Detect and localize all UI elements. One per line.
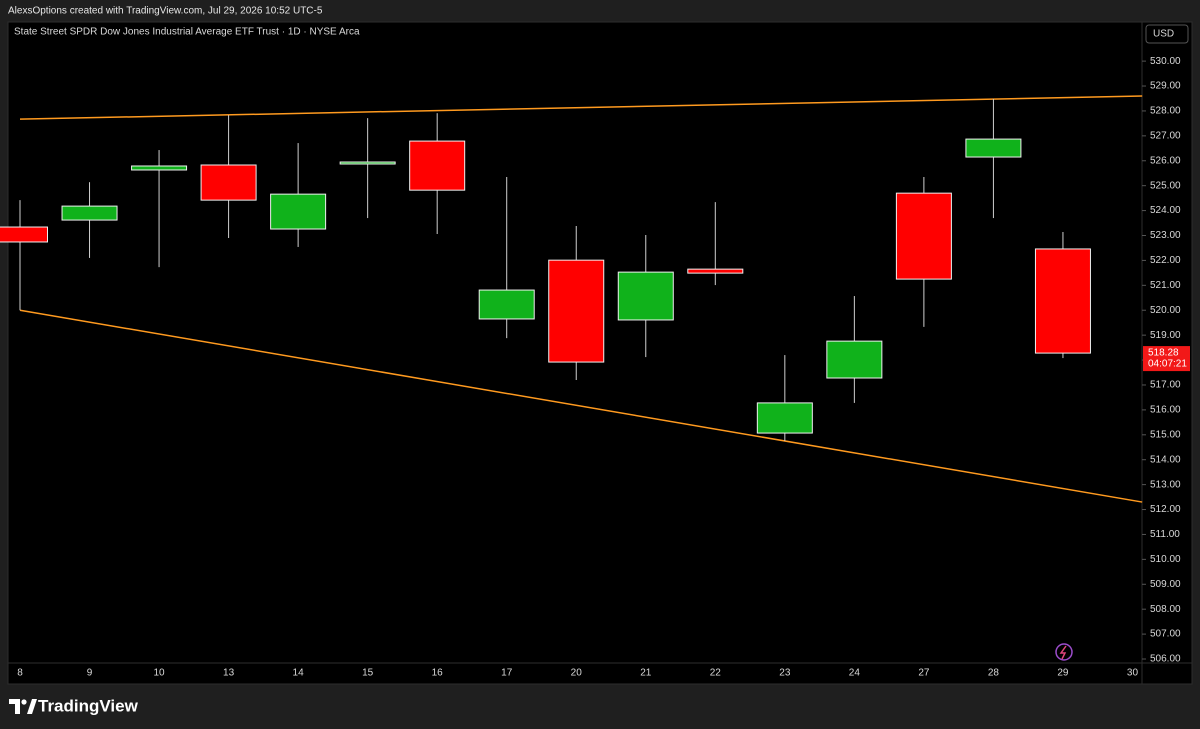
x-tick-label: 20 <box>571 668 583 679</box>
x-tick-label: 13 <box>223 668 235 679</box>
y-tick-label: 511.00 <box>1150 529 1180 540</box>
candle-body <box>270 193 327 230</box>
x-tick-label: 17 <box>501 668 513 679</box>
x-tick-label: 28 <box>988 668 1000 679</box>
y-tick-label: 514.00 <box>1150 454 1181 465</box>
x-tick-label: 24 <box>849 668 861 679</box>
y-tick-label: 526.00 <box>1150 155 1181 166</box>
candle-body <box>965 138 1022 158</box>
y-tick-label: 519.00 <box>1150 330 1181 341</box>
y-tick-label: 521.00 <box>1150 280 1181 291</box>
x-tick-label: 15 <box>362 668 374 679</box>
tv-logo <box>9 699 37 714</box>
x-tick-label: 30 <box>1127 668 1139 679</box>
y-tick-label: 522.00 <box>1150 255 1181 266</box>
candle-body <box>548 259 605 363</box>
logo-v <box>27 699 37 714</box>
candle-body <box>756 402 813 434</box>
chart-title: State Street SPDR Dow Jones Industrial A… <box>14 27 360 38</box>
candle-body <box>0 226 48 243</box>
candle-body <box>478 289 535 320</box>
candle-body <box>687 268 744 274</box>
last-price: 518.28 <box>1148 348 1179 359</box>
x-tick-label: 14 <box>293 668 305 679</box>
header-text: AlexsOptions created with TradingView.co… <box>8 6 323 17</box>
x-tick-label: 8 <box>17 668 23 679</box>
y-tick-label: 510.00 <box>1150 554 1181 565</box>
x-tick-label: 29 <box>1057 668 1069 679</box>
last-price-box <box>1143 346 1190 372</box>
y-tick-label: 527.00 <box>1150 130 1181 141</box>
y-tick-label: 506.00 <box>1150 654 1181 665</box>
y-tick-label: 528.00 <box>1150 106 1181 117</box>
y-tick-label: 512.00 <box>1150 504 1181 515</box>
candle-body <box>339 161 396 165</box>
candle-body <box>409 140 466 191</box>
x-tick-label: 21 <box>640 668 652 679</box>
y-tick-label: 507.00 <box>1150 629 1181 640</box>
candle-body <box>61 205 118 221</box>
x-tick-label: 16 <box>432 668 444 679</box>
y-tick-label: 525.00 <box>1150 180 1181 191</box>
y-tick-label: 520.00 <box>1150 305 1181 316</box>
trendline <box>19 309 1143 503</box>
y-tick-label: 523.00 <box>1150 230 1181 241</box>
footer-brand: TradingView <box>38 696 139 715</box>
candle-body <box>200 164 257 201</box>
logo-dot <box>21 699 27 705</box>
logo-t <box>9 699 20 714</box>
y-tick-label: 508.00 <box>1150 604 1181 615</box>
candle-body <box>895 192 952 280</box>
alert-bolt <box>1059 645 1067 660</box>
candle-body <box>826 340 883 379</box>
y-tick-label: 524.00 <box>1150 205 1181 216</box>
x-tick-label: 9 <box>87 668 93 679</box>
y-tick-label: 530.00 <box>1150 56 1181 67</box>
countdown: 04:07:21 <box>1148 359 1187 370</box>
y-tick-label: 513.00 <box>1150 479 1181 490</box>
x-tick-label: 27 <box>918 668 930 679</box>
currency-button[interactable] <box>1145 24 1189 44</box>
candle-body <box>1034 248 1091 354</box>
y-tick-label: 509.00 <box>1150 579 1181 590</box>
x-tick-label: 10 <box>153 668 165 679</box>
trendline <box>19 95 1143 120</box>
y-tick-label: 516.00 <box>1150 405 1181 416</box>
x-tick-label: 22 <box>710 668 722 679</box>
alert-icon[interactable] <box>1055 643 1073 661</box>
candle-body <box>131 165 188 171</box>
y-tick-label: 515.00 <box>1150 429 1181 440</box>
y-tick-label: 529.00 <box>1150 81 1181 92</box>
candle-body <box>617 271 674 321</box>
currency: USD <box>1153 29 1174 40</box>
x-tick-label: 23 <box>779 668 791 679</box>
y-tick-label: 517.00 <box>1150 380 1181 391</box>
